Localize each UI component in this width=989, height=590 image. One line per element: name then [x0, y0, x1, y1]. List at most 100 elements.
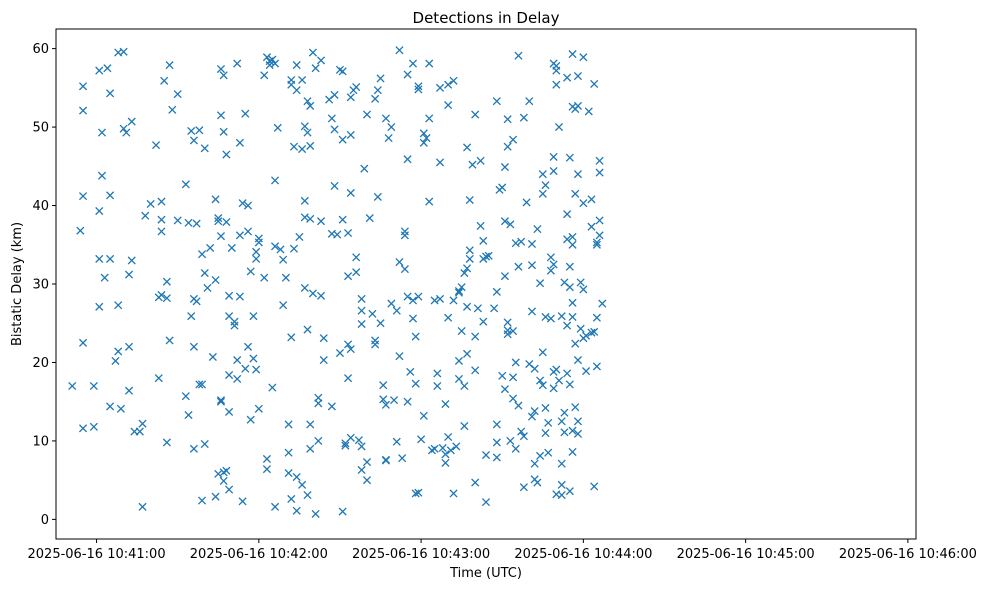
data-point-marker [565, 283, 574, 292]
data-point-marker [211, 195, 220, 204]
data-point-marker [563, 369, 572, 378]
data-point-marker [454, 288, 464, 297]
data-point-marker [214, 469, 223, 478]
data-point-marker [463, 264, 472, 273]
data-point-marker [379, 381, 388, 390]
data-point-marker [449, 76, 458, 85]
data-point-marker [270, 176, 280, 185]
data-point-marker [568, 298, 577, 307]
y-axis: 0 10 20 30 40 50 60 [32, 42, 56, 528]
data-point-marker [476, 156, 485, 165]
data-point-marker [460, 421, 469, 431]
data-point-marker [560, 408, 569, 417]
data-point-marker [311, 64, 320, 73]
data-point-marker [346, 188, 355, 198]
data-point-marker [241, 109, 250, 118]
data-point-marker [441, 458, 450, 467]
data-point-marker [262, 53, 272, 62]
data-point-marker [314, 436, 323, 445]
data-point-marker [157, 197, 166, 206]
data-point-marker [95, 302, 104, 311]
data-point-marker [119, 47, 128, 56]
data-point-marker [335, 348, 345, 358]
data-point-marker [463, 143, 472, 152]
data-point-marker [124, 342, 134, 351]
data-point-marker [300, 283, 309, 292]
data-point-marker [160, 76, 169, 85]
data-point-marker [492, 453, 501, 462]
data-markers [68, 46, 607, 518]
data-point-marker [484, 251, 493, 260]
data-point-marker [138, 419, 147, 428]
data-point-marker [519, 113, 528, 122]
data-point-marker [357, 306, 366, 315]
data-point-marker [387, 299, 396, 308]
data-point-marker [222, 466, 231, 475]
data-point-marker [573, 417, 583, 426]
data-point-marker [414, 82, 423, 91]
data-point-marker [284, 448, 293, 457]
data-point-marker [541, 312, 550, 322]
data-point-marker [314, 399, 323, 408]
data-point-marker [292, 61, 301, 70]
data-point-marker [243, 201, 253, 210]
data-point-marker [346, 345, 355, 354]
data-point-marker [97, 171, 107, 180]
data-point-marker [527, 239, 537, 249]
data-point-marker [414, 488, 423, 497]
data-point-marker [303, 491, 312, 500]
data-point-marker [168, 105, 177, 114]
data-point-marker [157, 290, 166, 300]
data-point-marker [500, 217, 509, 226]
data-point-marker [425, 197, 434, 206]
data-point-marker [298, 144, 307, 154]
data-point-marker [135, 427, 144, 436]
data-point-marker [173, 90, 182, 99]
data-point-marker [419, 129, 428, 138]
data-point-marker [235, 138, 244, 147]
data-point-marker [414, 85, 423, 94]
data-point-marker [346, 130, 355, 139]
data-point-marker [173, 216, 182, 225]
data-point-marker [517, 427, 526, 436]
data-point-marker [538, 348, 547, 357]
data-point-marker [235, 231, 244, 240]
data-point-marker [544, 418, 553, 427]
data-point-marker [344, 374, 353, 383]
data-point-marker [330, 125, 339, 134]
data-point-marker [333, 230, 342, 239]
data-point-marker [563, 321, 572, 330]
data-point-marker [500, 163, 509, 172]
data-point-marker [514, 51, 523, 60]
data-point-marker [595, 156, 604, 165]
data-point-marker [473, 304, 482, 313]
data-point-marker [338, 215, 347, 224]
data-point-marker [392, 306, 401, 315]
data-point-marker [514, 401, 523, 410]
data-point-marker [89, 422, 98, 431]
data-point-marker [403, 70, 412, 79]
data-point-marker [192, 219, 201, 228]
data-point-marker [541, 429, 550, 438]
data-point-marker [95, 66, 104, 75]
data-point-marker [554, 123, 564, 132]
data-point-marker [417, 435, 426, 444]
data-point-marker [225, 291, 234, 300]
data-point-marker [479, 236, 488, 245]
y-tick-label: 10 [32, 434, 49, 449]
data-point-marker [463, 302, 472, 311]
data-point-marker [590, 79, 599, 88]
data-point-marker [527, 261, 537, 270]
data-point-marker [78, 338, 88, 347]
data-point-marker [162, 438, 171, 447]
y-tick-label: 40 [32, 199, 49, 214]
x-tick-label: 2025-06-16 10:42:00 [190, 547, 328, 562]
data-point-marker [243, 342, 253, 351]
data-point-marker [330, 181, 339, 190]
data-point-marker [430, 296, 439, 305]
data-point-marker [157, 215, 166, 224]
data-point-marker [362, 476, 372, 485]
data-point-marker [546, 266, 555, 275]
data-point-marker [592, 240, 601, 249]
